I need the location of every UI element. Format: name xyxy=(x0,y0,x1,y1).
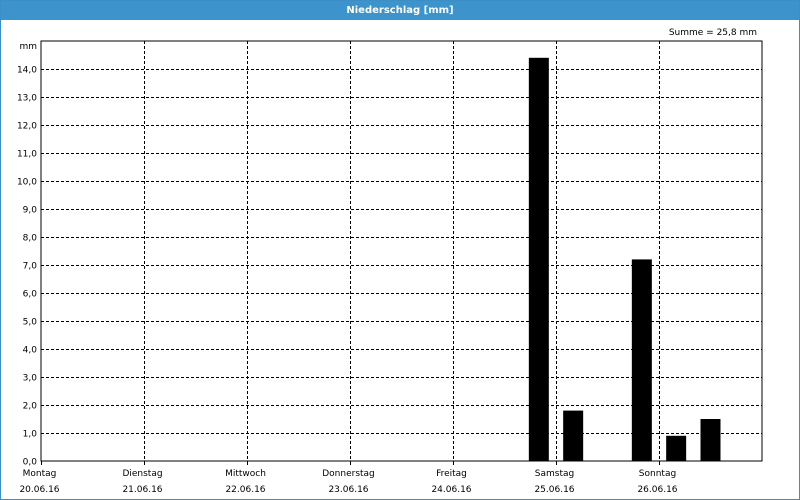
x-tick-weekday: Montag xyxy=(23,469,57,479)
x-tick-weekday: Freitag xyxy=(436,469,467,479)
x-tick-date: 21.06.16 xyxy=(122,485,162,495)
y-tick-label: 12,0 xyxy=(17,122,37,132)
x-tick-date: 24.06.16 xyxy=(431,485,471,495)
x-tick-date: 23.06.16 xyxy=(328,485,368,495)
x-tick-date: 26.06.16 xyxy=(637,485,677,495)
y-tick-label: 7,0 xyxy=(23,262,38,272)
y-tick-label: 0,0 xyxy=(23,458,38,468)
y-tick-label: 14,0 xyxy=(17,66,37,76)
y-tick-label: 2,0 xyxy=(23,402,38,412)
y-tick-label: 5,0 xyxy=(23,318,38,328)
x-tick-date: 25.06.16 xyxy=(534,485,574,495)
x-tick-date: 20.06.16 xyxy=(19,485,59,495)
y-unit-label: mm xyxy=(19,42,37,52)
precipitation-bar xyxy=(700,419,721,461)
y-tick-label: 13,0 xyxy=(17,94,37,104)
y-tick-label: 10,0 xyxy=(17,178,37,188)
x-tick-date: 22.06.16 xyxy=(225,485,265,495)
y-tick-label: 4,0 xyxy=(23,346,38,356)
plot-area-border xyxy=(40,40,763,462)
x-tick-weekday: Mittwoch xyxy=(225,469,266,479)
y-tick-label: 9,0 xyxy=(23,206,38,216)
precipitation-bar xyxy=(563,410,584,461)
precipitation-bar xyxy=(631,259,652,461)
window-title: Niederschlag [mm] xyxy=(1,1,799,20)
y-tick-label: 3,0 xyxy=(23,374,38,384)
precipitation-bar xyxy=(666,435,687,461)
x-tick-weekday: Sonntag xyxy=(639,469,676,479)
precipitation-bar xyxy=(528,57,549,462)
x-tick-weekday: Dienstag xyxy=(122,469,162,479)
y-tick-label: 6,0 xyxy=(23,290,38,300)
x-tick-weekday: Donnerstag xyxy=(322,469,375,479)
y-tick-label: 1,0 xyxy=(23,430,38,440)
precipitation-chart: 0,0 1,0 2,0 3,0 4,0 5,0 6,0 7,0 8,0 9,0 10,0 11,0 12… xyxy=(17,28,763,495)
y-tick-label: 8,0 xyxy=(23,234,38,244)
x-tick-weekday: Samstag xyxy=(535,469,574,479)
summary-label: Summe = 25,8 mm xyxy=(669,28,757,38)
y-tick-label: 11,0 xyxy=(17,150,37,160)
